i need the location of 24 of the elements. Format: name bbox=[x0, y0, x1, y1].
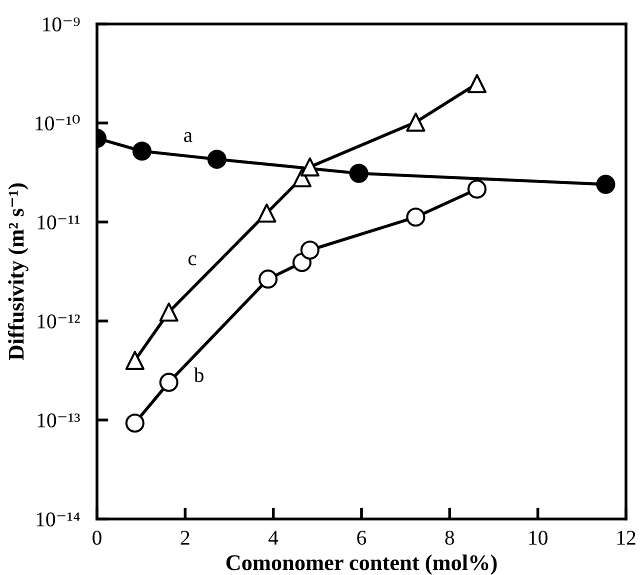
x-tick-label: 8 bbox=[445, 530, 454, 545]
annotation: a bbox=[184, 132, 192, 142]
y-tick-label: 10⁻¹² bbox=[38, 314, 80, 328]
annotation: b bbox=[194, 367, 204, 382]
point bbox=[406, 112, 426, 132]
y-tick-label: 10⁻¹³ bbox=[38, 413, 80, 428]
point bbox=[467, 74, 487, 94]
x-tick-label: 10 bbox=[529, 530, 548, 545]
x-tick-label: 12 bbox=[617, 530, 636, 545]
x-tick-label: 4 bbox=[268, 530, 278, 545]
x-axis-title: Comonomer content (mol%) bbox=[226, 554, 497, 575]
x-tick-label: 2 bbox=[180, 530, 190, 545]
y-tick-label: 10⁻⁹ bbox=[43, 17, 80, 32]
point bbox=[159, 302, 178, 322]
x-tick-label: 0 bbox=[92, 530, 102, 545]
annotation: c bbox=[188, 255, 196, 266]
point bbox=[300, 157, 320, 176]
x-tick-label: 6 bbox=[357, 530, 366, 545]
y-tick-label: 10⁻¹⁴ bbox=[36, 512, 80, 526]
y-tick-label: 10⁻¹¹ bbox=[38, 215, 80, 230]
point bbox=[125, 350, 144, 370]
y-tick-label: 10⁻¹⁰ bbox=[36, 114, 80, 130]
point bbox=[257, 204, 276, 223]
y-axis-title: Diffusivity (m² s⁻¹) bbox=[8, 183, 28, 360]
